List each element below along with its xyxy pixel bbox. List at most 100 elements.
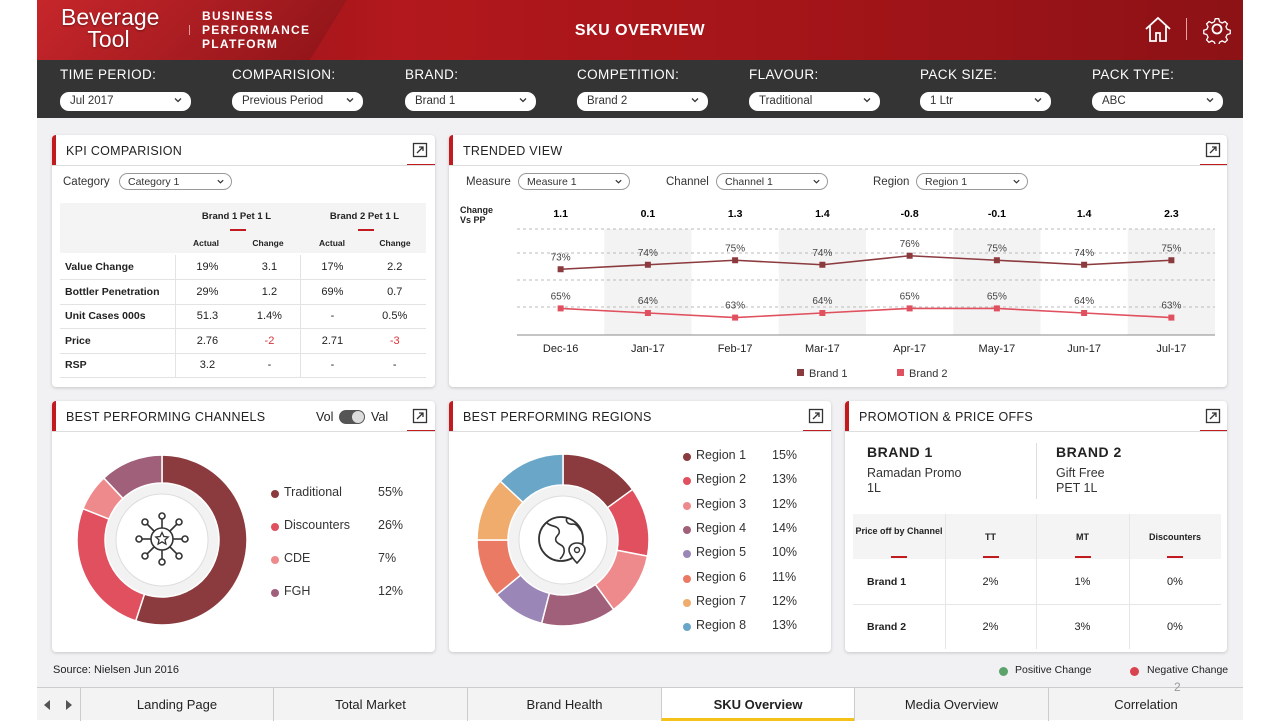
cell-b1-actual: 51.3 xyxy=(175,304,239,329)
negative-dot xyxy=(1130,667,1139,676)
chevron-down-icon xyxy=(691,98,699,103)
toggle-vol-label: Vol xyxy=(316,410,334,424)
filter-competition: COMPETITION: Brand 2 xyxy=(577,67,708,111)
filter-select[interactable]: Previous Period xyxy=(232,92,363,111)
filter-select[interactable]: Traditional xyxy=(749,92,880,111)
data-point xyxy=(906,252,913,259)
data-point xyxy=(644,261,651,268)
expand-icon[interactable] xyxy=(412,142,428,158)
legend-label: Region 5 xyxy=(696,545,747,560)
tab-sku-overview[interactable]: SKU Overview xyxy=(661,688,854,721)
data-point xyxy=(732,257,739,264)
category-value: Category 1 xyxy=(128,176,180,188)
data-label: 64% xyxy=(1074,296,1094,307)
promo-divider xyxy=(1036,443,1037,499)
x-tick-label: Mar-17 xyxy=(805,343,840,355)
data-label: 63% xyxy=(725,301,745,312)
filter-select[interactable]: ABC xyxy=(1092,92,1223,111)
card-accent xyxy=(449,401,453,431)
filter-brand: BRAND: Brand 1 xyxy=(405,67,536,111)
header-underline xyxy=(230,229,246,231)
x-tick-label: Jan-17 xyxy=(631,343,665,355)
card-accent xyxy=(52,135,56,165)
kpi-table: Value Change 19% 3.1 17% 2.2 Bottler Pene… xyxy=(60,255,426,378)
measure-select[interactable]: Measure 1 xyxy=(518,173,630,190)
region-label: Region xyxy=(873,176,910,188)
legend-dot xyxy=(683,550,691,559)
legend-dot xyxy=(683,477,691,486)
top-header: Beverage Tool BUSINESS PERFORMANCE PLATFORM… xyxy=(37,0,1243,60)
tab-total-market[interactable]: Total Market xyxy=(273,688,467,721)
region-donut-chart xyxy=(476,453,650,627)
legend-value: 10% xyxy=(772,545,798,560)
legend-dot xyxy=(683,453,691,461)
col-change: Change xyxy=(379,238,411,248)
cell-b2-change: - xyxy=(363,353,426,378)
card-title: PROMOTION & PRICE OFFS xyxy=(859,410,1033,424)
cell-b2-change: 2.2 xyxy=(363,255,426,280)
expand-icon[interactable] xyxy=(412,408,428,424)
cell-b1-change: 1.4% xyxy=(238,304,301,329)
legend-value: 26% xyxy=(378,518,404,532)
col-divider xyxy=(1129,514,1130,649)
cell-b2-actual: 17% xyxy=(300,255,364,280)
channel-value: Channel 1 xyxy=(725,176,773,188)
donut-center xyxy=(115,493,209,587)
legend-label: Region 7 xyxy=(696,593,747,608)
data-point xyxy=(557,305,564,312)
expand-icon[interactable] xyxy=(1205,142,1221,158)
filter-value: Brand 2 xyxy=(587,95,628,107)
home-icon[interactable] xyxy=(1143,14,1173,44)
region-select[interactable]: Region 1 xyxy=(916,173,1028,190)
filter-value: ABC xyxy=(1102,95,1126,107)
header-underline xyxy=(1167,556,1183,558)
data-label: 74% xyxy=(1074,248,1094,259)
expand-icon[interactable] xyxy=(808,408,824,424)
data-point xyxy=(732,314,739,321)
data-point xyxy=(1081,310,1088,316)
filter-select[interactable]: 1 Ltr xyxy=(920,92,1051,111)
tab-prev-arrow-icon[interactable] xyxy=(44,700,50,710)
tab-brand-health[interactable]: Brand Health xyxy=(467,688,661,721)
positive-dot xyxy=(999,667,1008,676)
kpi-comparison-card: KPI COMPARISION Category Category 1 Bran… xyxy=(52,135,435,387)
filter-label: COMPETITION: xyxy=(577,67,680,82)
donut-slice-fgh xyxy=(102,454,163,500)
filter-select[interactable]: Brand 1 xyxy=(405,92,536,111)
regions-card: BEST PERFORMING REGIONS Region 1 15% Reg… xyxy=(449,401,831,652)
positive-change-label: Positive Change xyxy=(1015,664,1092,676)
cell-b1-actual: 2.76 xyxy=(175,328,239,354)
filter-time-period: TIME PERIOD: Jul 2017 xyxy=(60,67,191,111)
row-label: Price xyxy=(60,328,176,354)
cell-b2-change: 0.5% xyxy=(363,304,426,329)
chevron-down-icon xyxy=(1206,98,1214,103)
cell-b1-change: - xyxy=(238,353,301,378)
expand-icon[interactable] xyxy=(1205,408,1221,424)
tab-media-overview[interactable]: Media Overview xyxy=(854,688,1048,721)
data-label: 74% xyxy=(812,248,832,259)
gear-icon[interactable] xyxy=(1202,14,1232,44)
data-label: 65% xyxy=(551,291,571,302)
card-accent xyxy=(449,135,453,165)
row-label: Value Change xyxy=(60,255,176,280)
channel-select[interactable]: Channel 1 xyxy=(716,173,828,190)
legend-label: CDE xyxy=(284,551,311,565)
tab-landing-page[interactable]: Landing Page xyxy=(80,688,273,721)
vol-val-toggle[interactable] xyxy=(339,410,365,424)
card-divider xyxy=(449,165,1227,166)
filter-select[interactable]: Jul 2017 xyxy=(60,92,191,111)
data-point xyxy=(1081,261,1088,268)
legend-value: 14% xyxy=(772,520,798,535)
tab-next-arrow-icon[interactable] xyxy=(66,700,72,710)
chart-band xyxy=(604,229,692,335)
promo-cell-mt: 1% xyxy=(1074,576,1091,588)
region-value: Region 1 xyxy=(925,176,968,188)
filter-value: Traditional xyxy=(759,95,813,107)
tab-correlation[interactable]: Correlation xyxy=(1048,688,1243,721)
measure-label: Measure xyxy=(466,176,511,188)
filter-select[interactable]: Brand 2 xyxy=(577,92,708,111)
promo-cell-discounters: 0% xyxy=(1167,621,1183,633)
category-label: Category xyxy=(63,176,110,188)
category-select[interactable]: Category 1 xyxy=(119,173,232,190)
data-label: 74% xyxy=(638,248,658,259)
